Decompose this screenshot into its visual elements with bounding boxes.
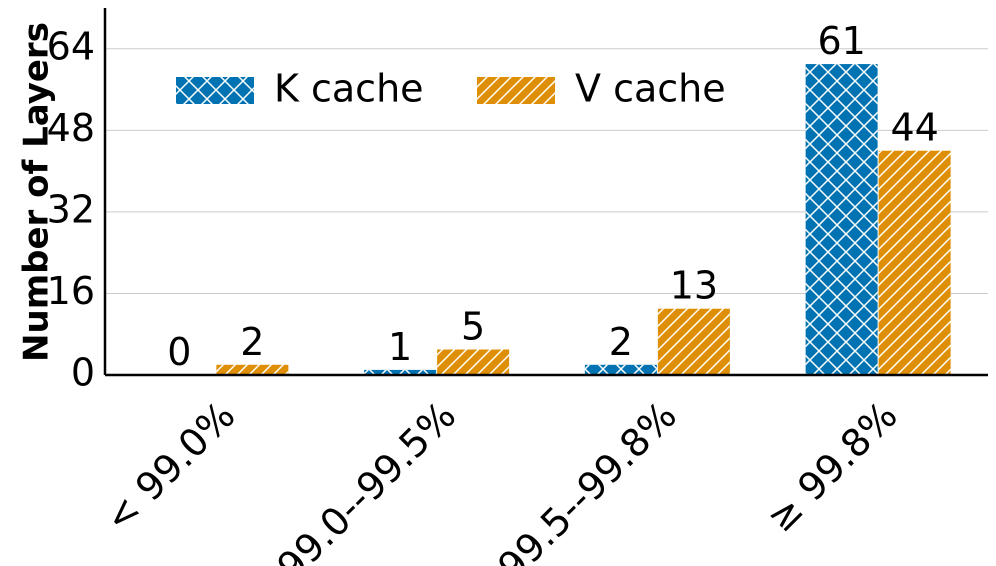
- y-tick-label: 64: [47, 24, 95, 68]
- legend-label: K cache: [274, 67, 424, 111]
- bar-hatch: [878, 150, 951, 375]
- data-label: 0: [167, 330, 191, 374]
- bar-hatch: [364, 369, 437, 375]
- x-tick-label: < 99.0%: [96, 393, 244, 541]
- x-tick-label: 99.5--99.8%: [489, 393, 685, 566]
- legend-label: V cache: [575, 67, 726, 111]
- bar-hatch: [584, 364, 657, 375]
- legend-hatch: [176, 77, 254, 104]
- bar-group: [216, 364, 289, 375]
- data-label: 1: [388, 325, 412, 369]
- x-tick-label: ≥ 99.8%: [758, 393, 906, 541]
- y-axis-label: Number of Layers: [17, 22, 57, 362]
- y-tick-label: 48: [47, 106, 95, 150]
- bar-hatch: [437, 349, 510, 375]
- data-label: 2: [240, 320, 264, 364]
- data-label: 61: [817, 19, 865, 63]
- bar-hatch: [805, 64, 878, 375]
- bar-group: [584, 364, 657, 375]
- bar-group: [878, 150, 951, 375]
- data-label: 2: [609, 320, 633, 364]
- legend-hatch: [477, 77, 555, 104]
- y-tick-label: 16: [47, 269, 95, 313]
- data-label: 13: [670, 264, 718, 308]
- y-tick-label: 32: [47, 187, 95, 231]
- bar-group: [437, 349, 510, 375]
- data-label: 44: [890, 106, 938, 150]
- bar-group: [657, 308, 730, 375]
- data-label: 5: [461, 305, 485, 349]
- x-tick-label: 99.0--99.5%: [269, 393, 465, 566]
- y-tick-label: 0: [71, 351, 95, 395]
- bar-group: [364, 369, 437, 375]
- bar-group: [805, 64, 878, 375]
- bar-hatch: [657, 308, 730, 375]
- bar-hatch: [216, 364, 289, 375]
